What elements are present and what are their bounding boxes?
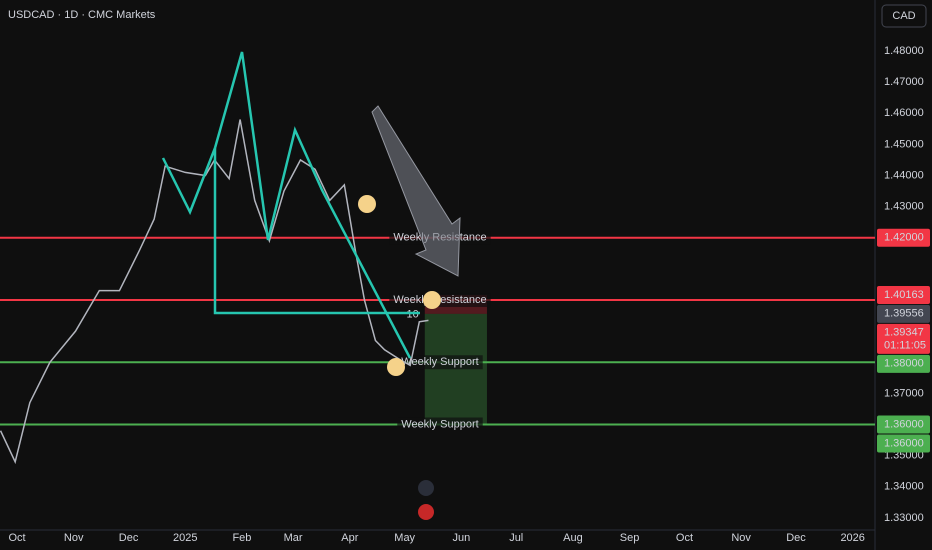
y-tick-label: 1.33000 — [884, 512, 924, 524]
price-tag — [877, 415, 930, 434]
chart-title: USDCAD · 1D · CMC Markets — [8, 9, 156, 21]
x-tick-label: Feb — [232, 532, 251, 544]
x-tick-label: Oct — [8, 532, 25, 544]
currency-button[interactable] — [881, 4, 927, 28]
price-line — [0, 119, 429, 465]
level-label: Weekly Support — [401, 418, 478, 430]
price-tag — [877, 323, 930, 354]
x-tick-label: Mar — [284, 532, 303, 544]
x-tick-label: Dec — [786, 532, 806, 544]
y-tick-label: 1.45000 — [884, 138, 924, 150]
y-tick-label: 1.37000 — [884, 387, 924, 399]
event-icon[interactable] — [418, 504, 434, 520]
price-tag — [877, 354, 930, 373]
price-tag — [877, 285, 930, 304]
y-tick-label: 1.44000 — [884, 169, 924, 181]
x-tick-label: 2026 — [840, 532, 864, 544]
pattern-drawing — [213, 51, 412, 359]
price-tag-label: 1.39556 — [884, 308, 924, 320]
emoji — [358, 195, 376, 213]
level-label-bg — [397, 355, 483, 370]
x-tick-label: Sep — [620, 532, 640, 544]
x-tick-label: Apr — [341, 532, 358, 544]
price-tag-label: 1.36000 — [884, 437, 924, 449]
y-tick-label: 1.47000 — [884, 76, 924, 88]
price-tag — [877, 304, 930, 323]
price-tag-label: 1.38000 — [884, 358, 924, 370]
price-tag-countdown: 01:11:05 — [884, 340, 926, 352]
y-tick-label: 1.48000 — [884, 45, 924, 57]
event-icon[interactable] — [418, 480, 434, 496]
x-tick-label: 2025 — [173, 532, 197, 544]
x-tick-label: May — [394, 532, 415, 544]
emoji — [387, 358, 405, 376]
x-tick-label: Nov — [64, 532, 84, 544]
x-tick-label: Nov — [731, 532, 751, 544]
price-tag-label: 1.39347 — [884, 327, 924, 339]
price-tag-label: 1.42000 — [884, 232, 924, 244]
arrow-drawing — [371, 105, 461, 277]
y-tick-label: 1.34000 — [884, 481, 924, 493]
y-tick-label: 1.46000 — [884, 107, 924, 119]
emoji — [423, 291, 441, 309]
currency-label[interactable]: CAD — [892, 10, 915, 22]
y-tick-label: 1.35000 — [884, 450, 924, 462]
price-tag — [877, 228, 930, 247]
x-tick-label: Jul — [509, 532, 523, 544]
price-tag-label: 1.40163 — [884, 289, 924, 301]
x-tick-label: Oct — [676, 532, 693, 544]
x-tick-label: Aug — [563, 532, 583, 544]
position-label: 10 — [407, 309, 419, 321]
level-label-bg — [397, 417, 483, 432]
price-tag — [877, 434, 930, 453]
x-tick-label: Dec — [119, 532, 139, 544]
level-label: Weekly Support — [401, 356, 478, 368]
x-tick-label: Jun — [452, 532, 470, 544]
y-tick-label: 1.43000 — [884, 201, 924, 213]
price-tag-label: 1.36000 — [884, 418, 924, 430]
